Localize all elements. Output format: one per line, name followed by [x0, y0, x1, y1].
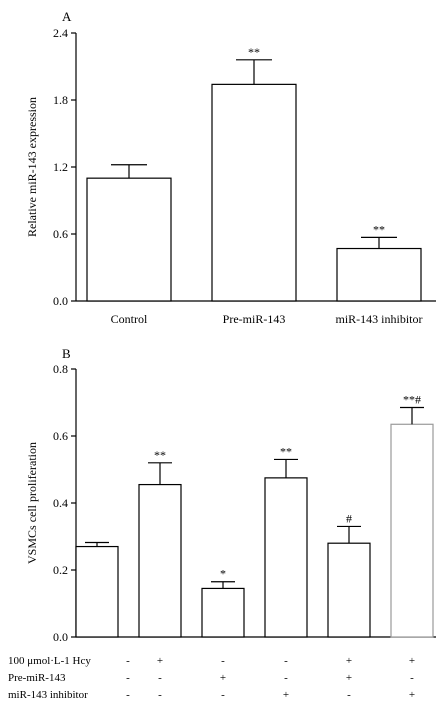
- condition-mark: +: [409, 689, 415, 701]
- condition-mark: -: [284, 655, 288, 667]
- condition-mark: +: [409, 655, 415, 667]
- bar-b: [201, 587, 245, 638]
- condition-mark: -: [221, 655, 225, 667]
- x-tick-label-a: Pre-miR-143: [223, 312, 286, 326]
- bar-b: [327, 542, 371, 638]
- y-tick-label-a: 0.0: [53, 294, 68, 308]
- condition-label: Pre-miR-143: [8, 672, 66, 684]
- y-tick-label-b: 0.4: [53, 496, 68, 510]
- condition-label: 100 μmol·L-1 Hcy: [8, 655, 91, 667]
- y-tick-label-b: 0.6: [53, 429, 68, 443]
- bar-b: [75, 545, 119, 638]
- y-axis-label-b: VSMCs cell proliferation: [25, 442, 39, 564]
- y-tick-label-a: 2.4: [53, 26, 68, 40]
- panel-label-b: B: [62, 346, 71, 361]
- bar-b: [138, 483, 182, 638]
- condition-mark: -: [221, 689, 225, 701]
- condition-mark: +: [346, 655, 352, 667]
- bar-b: [390, 423, 434, 638]
- bar-a: [336, 247, 422, 302]
- y-tick-label-a: 1.8: [53, 93, 68, 107]
- significance-b: *: [220, 567, 226, 581]
- condition-mark: -: [126, 689, 130, 701]
- x-tick-label-a: miR-143 inhibitor: [336, 312, 423, 326]
- significance-a: **: [248, 45, 260, 59]
- condition-mark: -: [410, 672, 414, 684]
- condition-mark: +: [283, 689, 289, 701]
- y-tick-label-a: 0.6: [53, 227, 68, 241]
- y-tick-label-b: 0.2: [53, 563, 68, 577]
- bar-b: [264, 477, 308, 638]
- panel-label-a: A: [62, 9, 72, 24]
- significance-b: #: [346, 511, 352, 525]
- condition-mark: -: [158, 672, 162, 684]
- condition-mark: -: [284, 672, 288, 684]
- condition-mark: -: [126, 672, 130, 684]
- y-tick-label-a: 1.2: [53, 160, 68, 174]
- significance-b: **: [154, 448, 166, 462]
- significance-b: **#: [403, 393, 421, 407]
- y-axis-label-a: Relative miR-143 expression: [25, 97, 39, 237]
- condition-label: miR-143 inhibitor: [8, 689, 88, 701]
- significance-a: **: [373, 222, 385, 236]
- y-tick-label-b: 0.8: [53, 362, 68, 376]
- condition-mark: +: [220, 672, 226, 684]
- condition-mark: -: [126, 655, 130, 667]
- bar-a: [211, 83, 297, 302]
- bar-a: [86, 177, 172, 302]
- condition-mark: -: [347, 689, 351, 701]
- condition-mark: +: [157, 655, 163, 667]
- x-tick-label-a: Control: [111, 312, 148, 326]
- condition-mark: -: [158, 689, 162, 701]
- significance-b: **: [280, 444, 292, 458]
- y-tick-label-b: 0.0: [53, 630, 68, 644]
- condition-mark: +: [346, 672, 352, 684]
